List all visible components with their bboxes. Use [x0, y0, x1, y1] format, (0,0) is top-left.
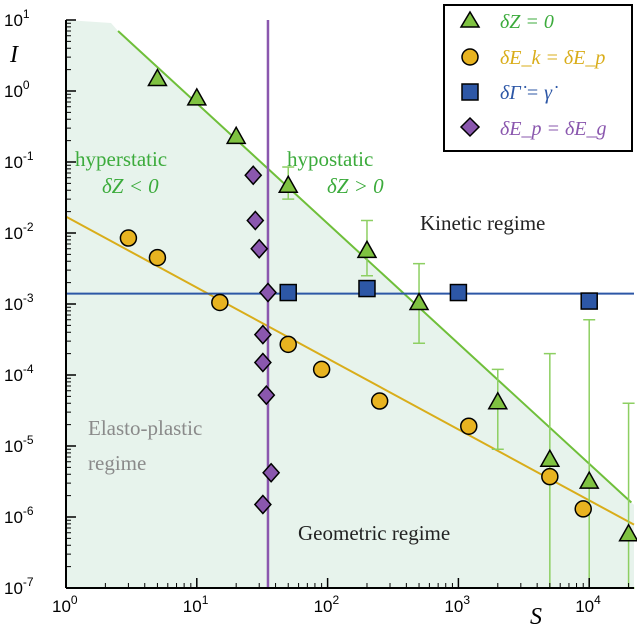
data-point-diamond — [246, 210, 265, 231]
green-power-law-line — [117, 30, 633, 504]
data-point-triangle — [277, 174, 299, 194]
data-point-diamond — [258, 282, 277, 303]
data-point-circle — [119, 229, 138, 247]
legend-label-dz: δZ = 0 — [500, 11, 554, 33]
data-point-triangle — [186, 87, 208, 106]
x-tick-label: 101 — [183, 593, 209, 616]
data-point-square — [358, 279, 376, 298]
y-tick-label: 10-4 — [4, 362, 34, 385]
elasto-plastic-label: Elasto-plastic — [88, 416, 202, 440]
x-tick-label: 104 — [575, 593, 601, 616]
data-point-circle — [574, 500, 592, 518]
hypostatic-label: hypostatic — [287, 147, 373, 171]
y-tick-label: 10-1 — [4, 149, 34, 172]
y-tick-label: 100 — [4, 78, 30, 101]
legend-label-ek-ep: δE_k = δE_p — [500, 47, 605, 69]
kinetic-regime-label: Kinetic regime — [420, 211, 545, 235]
data-point-circle — [148, 248, 167, 267]
shaded-region — [66, 20, 634, 588]
data-point-diamond — [244, 165, 263, 186]
data-point-circle — [211, 293, 229, 312]
x-tick-label: 100 — [52, 593, 78, 616]
legend-triangle-icon — [459, 10, 481, 28]
legend: δZ = 0 δE_k = δE_p δΓ̇ = γ̇ δE_p = δE_g — [443, 4, 633, 152]
data-point-diamond — [262, 462, 281, 483]
data-point-square — [449, 283, 468, 302]
geometric-regime-label: Geometric regime — [298, 521, 450, 545]
x-tick-label: 103 — [444, 593, 470, 616]
data-point-diamond — [253, 494, 272, 515]
data-point-triangle — [578, 470, 600, 489]
data-point-square — [279, 283, 297, 302]
data-point-diamond — [250, 238, 269, 259]
legend-label-gamma: δΓ̇ = γ̇ — [500, 82, 558, 104]
x-tick-label: 102 — [314, 593, 340, 616]
y-tick-label: 10-6 — [4, 504, 34, 527]
legend-label-ep-eg: δE_p = δE_g — [500, 118, 607, 140]
yellow-power-law-line — [65, 215, 635, 526]
elasto-plastic-label-line2: regime — [88, 451, 146, 475]
data-point-circle — [370, 392, 389, 410]
x-axis-label: S — [530, 604, 542, 630]
data-point-diamond — [253, 352, 272, 373]
data-point-circle — [279, 335, 297, 354]
legend-diamond-icon — [459, 116, 481, 138]
data-point-diamond — [253, 324, 272, 345]
data-point-diamond — [257, 385, 276, 406]
data-point-triangle — [356, 239, 378, 259]
y-axis-label: I — [9, 42, 19, 68]
data-point-triangle — [147, 67, 168, 87]
data-point-circle — [460, 417, 478, 435]
data-point-circle — [312, 360, 331, 379]
y-tick-label: 10-2 — [4, 220, 34, 243]
data-point-square — [580, 292, 598, 310]
data-point-triangle — [408, 291, 430, 311]
y-tick-label: 101 — [4, 7, 30, 30]
hypostatic-condition: δZ > 0 — [327, 174, 384, 198]
legend-circle-icon — [461, 48, 479, 66]
y-tick-label: 10-7 — [4, 575, 34, 598]
data-point-triangle — [618, 523, 637, 542]
data-point-triangle — [225, 125, 247, 145]
y-tick-label: 10-5 — [4, 433, 34, 456]
y-tick-label: 10-3 — [4, 291, 34, 314]
legend-square-icon — [461, 83, 479, 101]
hyperstatic-condition: δZ < 0 — [102, 174, 159, 198]
data-point-circle — [541, 467, 559, 486]
data-point-triangle — [487, 391, 509, 410]
hyperstatic-label: hyperstatic — [75, 147, 167, 171]
data-point-triangle — [539, 448, 561, 468]
